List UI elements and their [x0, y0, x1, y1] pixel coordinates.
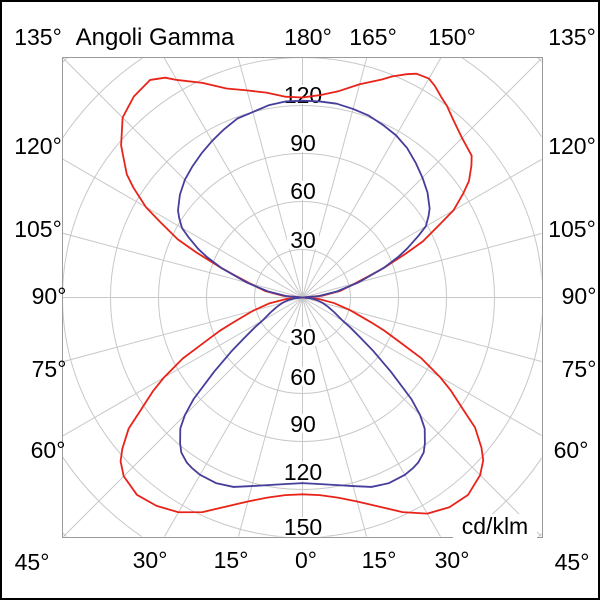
- ring-label-bg: [280, 462, 326, 481]
- gamma-angle-label-bottom: 15°: [214, 547, 249, 573]
- label-backgrounds: [280, 85, 537, 538]
- gamma-angle-labels: 135° 120° 105° 90° 75° 60° 45° 135° 120° 105° 90° 7…: [14, 24, 596, 575]
- spoke-gridline: [62, 297, 303, 537]
- blue-curve: [177, 99, 431, 488]
- gamma-angle-label-right: 75°: [562, 356, 597, 382]
- gamma-angle-label-right: 135°: [548, 24, 596, 50]
- ring-value-label: 30: [290, 227, 316, 253]
- gamma-angle-label-top: 180°: [284, 24, 332, 50]
- unit-label-group: cd/klm: [462, 513, 528, 539]
- gamma-angle-label-left: 60°: [31, 437, 66, 463]
- ring-value-label: 90: [290, 130, 316, 156]
- spoke-gridline: [163, 297, 303, 537]
- intensity-curves: [119, 72, 485, 515]
- gamma-angle-label-right: 90°: [562, 283, 597, 309]
- ring-label-bg: [287, 414, 319, 433]
- gamma-angle-label-top: 150°: [428, 24, 476, 50]
- ring-label-bg: [287, 133, 319, 152]
- chart-title: Angoli Gamma: [76, 24, 235, 51]
- gamma-angle-label-bottom: 0°: [295, 547, 317, 573]
- red-curve: [119, 72, 485, 515]
- gamma-angle-label-right: 105°: [548, 216, 596, 242]
- spoke-gridline: [62, 57, 303, 298]
- unit-label: cd/klm: [462, 513, 528, 539]
- gamma-angle-label-left: 45°: [15, 549, 50, 575]
- spoke-gridline: [163, 57, 303, 298]
- spoke-gridline: [62, 297, 303, 437]
- ring-value-label: 60: [290, 178, 316, 204]
- spoke-gridline: [302, 57, 442, 298]
- spoke-gridline: [237, 297, 303, 537]
- gamma-angle-label-bottom: 30°: [133, 547, 168, 573]
- plot-border: [62, 57, 543, 538]
- spoke-gridline: [302, 297, 542, 437]
- gamma-angle-label-left: 90°: [32, 283, 67, 309]
- ring-value-label: 120: [284, 459, 322, 485]
- gamma-angle-label-right: 60°: [554, 437, 589, 463]
- unit-label-bg: [453, 514, 537, 538]
- spoke-gridline: [302, 57, 542, 298]
- gamma-angle-label-top: 165°: [349, 24, 397, 50]
- ring-label-bg: [280, 517, 326, 536]
- ring-value-label: 60: [290, 364, 316, 390]
- spoke-gridline: [302, 297, 542, 537]
- gamma-angle-label-left: 75°: [32, 356, 67, 382]
- ring-value-label: 90: [290, 411, 316, 437]
- ring-label-bg: [287, 367, 319, 386]
- spoke-gridline: [302, 297, 368, 537]
- gamma-angle-label-left: 120°: [14, 133, 62, 159]
- ring-value-label: 150: [284, 514, 322, 540]
- gamma-angle-label-right: 45°: [555, 549, 590, 575]
- gamma-angle-label-left: 135°: [14, 24, 62, 50]
- ring-value-label: 30: [290, 324, 316, 350]
- gamma-angle-label-bottom: 15°: [362, 547, 397, 573]
- gamma-angle-label-bottom: 30°: [435, 547, 470, 573]
- spoke-gridline: [62, 158, 303, 298]
- gamma-angle-label-right: 120°: [548, 133, 596, 159]
- spoke-gridline: [302, 297, 542, 363]
- ring-label-bg: [287, 230, 319, 249]
- ring-label-bg: [287, 181, 319, 200]
- spoke-gridline: [62, 297, 303, 363]
- gamma-angle-label-left: 105°: [14, 216, 62, 242]
- spoke-gridline: [302, 297, 442, 537]
- ring-label-bg: [280, 85, 326, 104]
- ring-label-bg: [287, 327, 319, 346]
